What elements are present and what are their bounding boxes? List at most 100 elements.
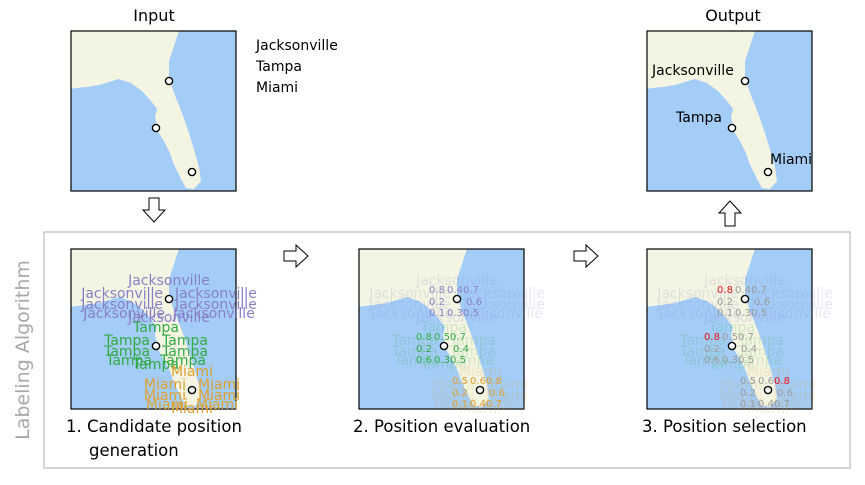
candidate-label: Jacksonville xyxy=(127,273,210,289)
score-value: 0.4 xyxy=(453,344,469,355)
candidate-label: Tampa xyxy=(737,333,784,349)
candidate-label: Miami xyxy=(722,397,764,413)
candidate-label: Miami xyxy=(144,388,186,404)
candidate-label: Miami xyxy=(432,388,474,404)
candidate-label: Miami xyxy=(459,364,501,380)
candidate-label: Jacksonville xyxy=(415,273,498,289)
candidate-label: Tampa xyxy=(103,333,150,349)
city-marker-tampa xyxy=(727,341,737,351)
input-city-name: Tampa xyxy=(255,59,302,75)
score-value: 0.6 xyxy=(466,297,482,308)
input-city-list: Jacksonville Tampa Miami xyxy=(255,38,338,96)
candidate-label: Jacksonville xyxy=(82,306,165,322)
candidate-label: Tampa xyxy=(105,353,152,369)
candidate-label: Miami xyxy=(486,388,528,404)
candidate-label: Tampa xyxy=(679,333,726,349)
candidate-label: Tampa xyxy=(391,344,438,360)
candidate-label: Miami xyxy=(774,388,816,404)
candidate-label: Miami xyxy=(720,377,762,393)
score-value: 0.3 xyxy=(735,308,751,319)
candidate-label: Tampa xyxy=(681,353,728,369)
candidate-label: Jacksonville xyxy=(174,297,257,313)
city-marker-jacksonville xyxy=(740,76,750,86)
score-value: 0.4 xyxy=(741,344,757,355)
score-value: 0.8 xyxy=(429,285,445,296)
city-marker-tampa xyxy=(727,123,737,133)
candidate-label: Tampa xyxy=(132,320,179,336)
city-marker-jacksonville xyxy=(164,76,174,86)
score-value: 0.7 xyxy=(463,285,479,296)
score-value: 0.1 xyxy=(452,399,468,410)
land-florida xyxy=(647,31,777,189)
candidate-label: Miami xyxy=(774,377,816,393)
candidate-label: Miami xyxy=(432,377,474,393)
candidate-label: Miami xyxy=(484,397,526,413)
down-arrow-icon xyxy=(141,197,167,223)
candidate-label: Tampa xyxy=(708,357,755,373)
candidate-label: Tampa xyxy=(161,344,208,360)
city-marker-jacksonville xyxy=(740,294,750,304)
step-1-caption-line2: generation xyxy=(89,441,179,460)
candidate-label: Jacksonville xyxy=(462,286,545,302)
input-map xyxy=(70,30,237,192)
candidate-label: Miami xyxy=(146,397,188,413)
candidate-label: Tampa xyxy=(735,353,782,369)
output-title: Output xyxy=(705,6,761,25)
score-value: 0.4 xyxy=(447,285,463,296)
right-arrow-icon xyxy=(573,243,599,269)
score-value: 0.2 xyxy=(416,344,432,355)
score-value: 0.6 xyxy=(704,355,720,366)
score-value: 0.5 xyxy=(740,376,756,387)
candidate-label: Jacksonville xyxy=(750,297,833,313)
score-value: 0.5 xyxy=(738,355,754,366)
algorithm-frame xyxy=(43,231,851,469)
candidate-label: Miami xyxy=(459,401,501,417)
map-border xyxy=(646,30,813,192)
candidate-label: Miami xyxy=(486,377,528,393)
score-value: 0.2 xyxy=(717,297,733,308)
score-value: 0.5 xyxy=(463,308,479,319)
score-value: 0.6 xyxy=(758,376,774,387)
city-marker-miami xyxy=(187,385,197,395)
output-label-jacksonville: Jacksonville xyxy=(651,63,734,79)
score-value: 0.6 xyxy=(416,355,432,366)
candidate-label: Tampa xyxy=(447,353,494,369)
candidate-label: Jacksonville xyxy=(415,310,498,326)
candidate-label: Tampa xyxy=(161,333,208,349)
score-value: 0.1 xyxy=(429,308,445,319)
city-marker-jacksonville xyxy=(452,294,462,304)
candidate-label: Jacksonville xyxy=(462,297,545,313)
score-value: 0.4 xyxy=(470,399,486,410)
score-value: 0.2 xyxy=(704,344,720,355)
candidate-label: Jacksonville xyxy=(80,297,163,313)
candidate-label: Jacksonville xyxy=(460,306,543,322)
map-border xyxy=(70,30,237,192)
section-label: Labeling Algorithm xyxy=(12,260,34,440)
score-value: 0.7 xyxy=(450,332,466,343)
candidate-label: Miami xyxy=(434,397,476,413)
candidate-label: Tampa xyxy=(420,320,467,336)
output-label-tampa: Tampa xyxy=(675,110,722,126)
input-city-name: Jacksonville xyxy=(255,38,338,54)
score-value: 0.7 xyxy=(738,332,754,343)
score-value: 0.8 xyxy=(774,376,790,387)
score-value: 0.4 xyxy=(758,399,774,410)
score-value: 0.6 xyxy=(777,388,793,399)
score-value: 0.5 xyxy=(722,332,738,343)
score-value: 0.6 xyxy=(489,388,505,399)
candidate-label: Tampa xyxy=(159,353,206,369)
score-value: 0.8 xyxy=(717,285,733,296)
candidate-label: Jacksonville xyxy=(174,286,257,302)
candidate-label: Jacksonville xyxy=(703,273,786,289)
score-value: 0.3 xyxy=(447,308,463,319)
step-3-caption: 3. Position selection xyxy=(642,417,807,436)
score-value: 0.7 xyxy=(486,399,502,410)
score-value: 0.7 xyxy=(751,285,767,296)
candidate-label: Jacksonville xyxy=(127,310,210,326)
map-border xyxy=(70,248,237,410)
input-city-name: Miami xyxy=(256,80,298,96)
step-1-caption: 1. Candidate position xyxy=(66,417,242,436)
